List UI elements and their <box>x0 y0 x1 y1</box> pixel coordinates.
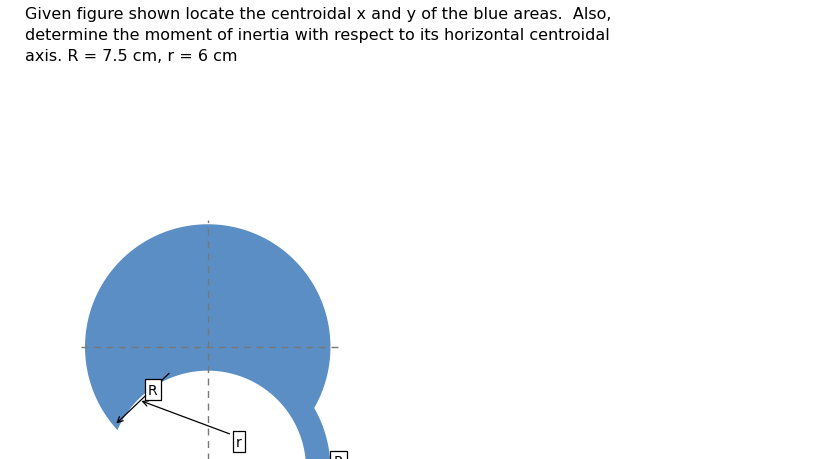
Text: R: R <box>148 383 157 397</box>
Text: R: R <box>334 454 344 459</box>
Polygon shape <box>110 372 306 459</box>
Polygon shape <box>208 347 330 459</box>
Text: Given figure shown locate the centroidal x and y of the blue areas.  Also,
deter: Given figure shown locate the centroidal… <box>25 7 611 64</box>
Polygon shape <box>86 225 330 459</box>
Text: r: r <box>236 435 241 449</box>
